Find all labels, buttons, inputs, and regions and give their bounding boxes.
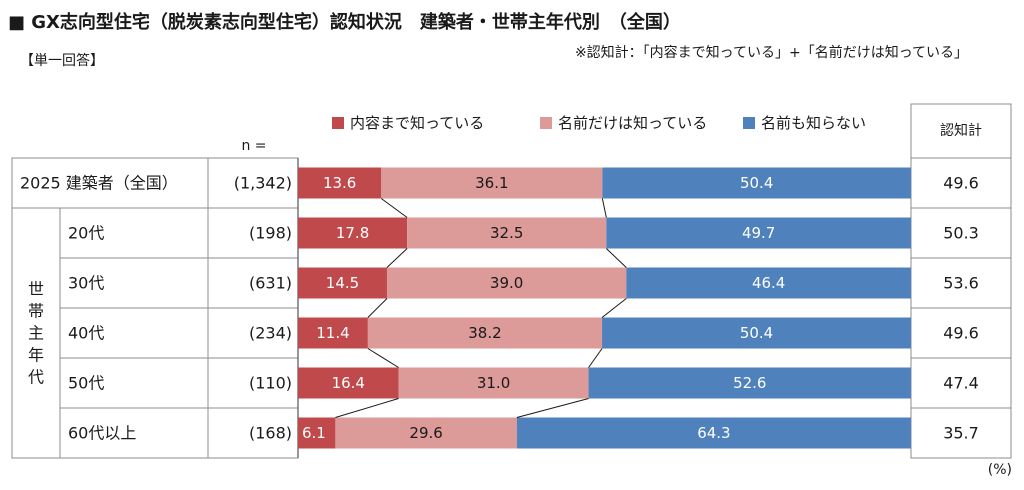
n-label: (1,342) xyxy=(234,174,292,193)
data-label: 50.4 xyxy=(740,174,773,192)
data-label: 29.6 xyxy=(409,424,442,442)
connector-line xyxy=(601,198,607,218)
category-label: 60代以上 xyxy=(68,424,136,443)
data-label: 17.8 xyxy=(336,224,369,242)
table-frame xyxy=(11,103,1012,459)
connector-line xyxy=(605,248,627,268)
row-labels: 認知計 n = 世帯主年代 2025 建築者（全国） (1,342) 49.6 20代 (19… xyxy=(20,122,982,443)
category-label: 20代 xyxy=(68,224,104,243)
n-label: (234) xyxy=(249,324,292,343)
data-label: 13.6 xyxy=(323,174,356,192)
bar-segment xyxy=(298,317,368,349)
group-label-char: 世 xyxy=(28,280,44,299)
connector-line xyxy=(335,398,399,418)
n-label: (110) xyxy=(249,374,292,393)
legend-label: 名前も知らない xyxy=(761,114,866,132)
bar-segment xyxy=(398,367,589,399)
total-label: 49.6 xyxy=(943,174,979,193)
bar-segment xyxy=(298,417,336,449)
bar-segment xyxy=(298,167,382,199)
connector-line xyxy=(588,348,603,368)
data-label: 50.4 xyxy=(740,324,773,342)
bar-segment xyxy=(602,317,911,349)
group-label-char: 代 xyxy=(28,368,44,387)
data-label: 32.5 xyxy=(490,224,523,242)
category-label: 50代 xyxy=(68,374,104,393)
legend-label: 名前だけは知っている xyxy=(558,114,707,132)
group-label-char: 帯 xyxy=(28,302,44,321)
bar-segment xyxy=(386,267,627,299)
bar-segment xyxy=(588,367,911,399)
connector-line xyxy=(386,248,408,268)
data-label: 36.1 xyxy=(475,174,508,192)
legend-swatch xyxy=(743,117,755,129)
group-label-char: 主 xyxy=(28,324,44,343)
n-label: (198) xyxy=(249,224,292,243)
bar-segment xyxy=(367,317,603,349)
category-label: 40代 xyxy=(68,324,104,343)
connector-line xyxy=(601,298,627,318)
legend: 内容まで知っている 名前だけは知っている 名前も知らない xyxy=(332,114,866,132)
legend-swatch xyxy=(540,117,552,129)
data-label: 6.1 xyxy=(302,424,326,442)
n-header: n = xyxy=(241,138,266,154)
data-label: 38.2 xyxy=(468,324,501,342)
bar-segment xyxy=(298,217,408,249)
unit-label: (%) xyxy=(987,462,1012,478)
connector-line xyxy=(516,398,589,418)
connector-line xyxy=(367,298,388,318)
n-label: (168) xyxy=(249,424,292,443)
total-header: 認知計 xyxy=(940,122,982,139)
data-label: 14.5 xyxy=(326,274,359,292)
bar-segment xyxy=(407,217,607,249)
data-label: 64.3 xyxy=(697,424,730,442)
connector-line xyxy=(380,198,408,218)
bar-segment xyxy=(602,167,911,199)
data-label: 39.0 xyxy=(490,274,523,292)
data-label: 52.6 xyxy=(733,374,766,392)
data-label: 31.0 xyxy=(477,374,510,392)
category-label: 30代 xyxy=(68,274,104,293)
legend-label: 内容まで知っている xyxy=(350,114,484,132)
chart-note: ※認知計：「内容まで知っている」+「名前だけは知っている」 xyxy=(574,45,968,61)
connector-line xyxy=(367,348,399,368)
total-label: 50.3 xyxy=(943,224,979,243)
bar-segment xyxy=(606,217,911,249)
total-label: 47.4 xyxy=(943,374,979,393)
bar-segment xyxy=(298,267,387,299)
data-label: 49.7 xyxy=(742,224,775,242)
bars: 13.6 36.1 50.4 17.8 32.5 49.7 14.5 39.0 46.4 11.4… xyxy=(298,167,911,449)
data-label: 11.4 xyxy=(316,324,349,342)
chart-subtitle: 【単一回答】 xyxy=(20,53,104,69)
bar-segment xyxy=(626,267,911,299)
category-label: 2025 建築者（全国） xyxy=(20,174,178,193)
n-label: (631) xyxy=(249,274,292,293)
data-label: 16.4 xyxy=(332,374,365,392)
bar-segment xyxy=(381,167,603,199)
chart-title: ■ GX志向型住宅（脱炭素志向型住宅）認知状況 建築者・世帯主年代別 （全国） xyxy=(8,12,681,33)
bar-segment xyxy=(298,367,399,399)
total-label: 35.7 xyxy=(943,424,979,443)
data-label: 46.4 xyxy=(752,274,785,292)
total-label: 53.6 xyxy=(943,274,979,293)
bar-segment xyxy=(335,417,517,449)
group-label-char: 年 xyxy=(28,346,44,365)
legend-swatch xyxy=(332,117,344,129)
total-label: 49.6 xyxy=(943,324,979,343)
bar-segment xyxy=(516,417,911,449)
